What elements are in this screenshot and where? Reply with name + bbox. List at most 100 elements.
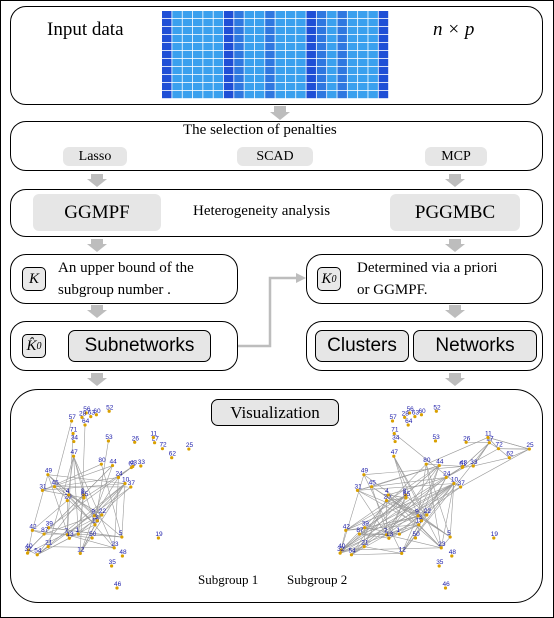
network-node xyxy=(26,548,31,552)
network-edge xyxy=(37,483,126,555)
heatmap-cell xyxy=(172,59,182,67)
network-edge xyxy=(357,490,387,536)
heatmap-cell xyxy=(378,19,389,27)
network-edge xyxy=(345,494,406,531)
network-node-label: 60 xyxy=(93,408,101,415)
network-node xyxy=(69,419,74,423)
network-node-label: 1 xyxy=(75,527,79,534)
heatmap-cell xyxy=(244,19,255,27)
network-node xyxy=(170,456,174,460)
network-edge xyxy=(47,474,70,539)
k-bound-box xyxy=(10,254,238,304)
network-edge xyxy=(441,536,451,549)
network-node-label: 49 xyxy=(45,468,53,475)
network-node xyxy=(92,514,97,518)
heatmap-cell xyxy=(337,91,347,99)
network-edge xyxy=(341,515,419,551)
heatmap-cell xyxy=(327,43,337,51)
k0-line2: or GGMPF. xyxy=(357,282,428,298)
network-edge xyxy=(345,524,419,531)
network-node-label: 9 xyxy=(415,509,419,516)
heatmap-cell xyxy=(285,75,296,83)
heatmap-cell xyxy=(358,43,368,51)
heatmap-cell xyxy=(275,43,286,51)
heatmap-cell xyxy=(337,75,347,83)
heatmap-cell xyxy=(285,67,296,75)
network-node xyxy=(406,423,410,427)
heatmap-cell xyxy=(265,43,275,51)
heatmap-cell xyxy=(296,83,306,91)
network-edge xyxy=(73,456,85,496)
network-edge xyxy=(393,456,407,496)
heatmap-cell xyxy=(347,43,358,51)
heatmap-cell xyxy=(347,51,358,59)
heatmap-cell xyxy=(358,27,368,35)
network-node-label: 54 xyxy=(34,548,42,555)
network-node-label: 52 xyxy=(106,404,114,411)
network-edge xyxy=(80,465,113,554)
heatmap-cell xyxy=(254,91,265,99)
network-edge xyxy=(340,465,440,551)
heatmap-cell xyxy=(172,83,182,91)
network-node xyxy=(78,551,82,556)
network-edge xyxy=(47,456,74,547)
network-edge xyxy=(69,514,103,539)
heatmap-cell xyxy=(234,91,244,99)
network-node xyxy=(392,431,396,436)
network-edge xyxy=(399,515,419,535)
heatmap-cell xyxy=(234,19,244,27)
heatmap-cell xyxy=(203,75,213,83)
network-node xyxy=(385,533,389,537)
network-edge xyxy=(32,500,68,531)
network-node xyxy=(419,413,424,417)
network-node-label: 13 xyxy=(66,531,74,538)
heatmap-cell xyxy=(378,91,389,99)
network-node xyxy=(110,564,114,568)
down-arrow-icon xyxy=(87,305,107,318)
heatmap-cell xyxy=(316,67,327,75)
network-edge xyxy=(498,448,510,458)
heatmap-cell xyxy=(223,19,234,27)
network-edge xyxy=(371,486,390,539)
network-node xyxy=(46,526,51,530)
network-node xyxy=(84,411,88,415)
network-node-label: 28 xyxy=(402,410,410,417)
network-node xyxy=(413,536,418,540)
heatmap-cell xyxy=(192,59,203,67)
heatmap-cell xyxy=(254,75,265,83)
heatmap-cell xyxy=(223,27,234,35)
network-node xyxy=(71,454,76,458)
heatmap-cell xyxy=(327,51,337,59)
network-node xyxy=(339,548,343,552)
heatmap-cell xyxy=(368,43,378,51)
network-edge xyxy=(417,464,427,516)
network-node xyxy=(42,532,46,536)
heatmap-cell xyxy=(162,43,172,51)
network-edge xyxy=(340,463,427,551)
network-node xyxy=(370,485,374,489)
network-node xyxy=(156,536,160,540)
network-edge xyxy=(426,463,463,467)
heatmap-cell xyxy=(265,51,275,59)
heatmap-cell xyxy=(368,27,378,35)
network-node xyxy=(80,415,84,420)
heatmap-cell xyxy=(265,91,275,99)
network-edge xyxy=(345,483,454,531)
heatmap-cell xyxy=(254,83,265,91)
network-node-label: 61 xyxy=(459,461,467,468)
network-edge xyxy=(386,534,442,549)
heatmap-cell xyxy=(347,19,358,27)
network-node-label: 57 xyxy=(69,414,77,421)
subgroup1-label: Subgroup 1 xyxy=(198,572,259,587)
network-node xyxy=(35,553,39,557)
network-node-label: 43 xyxy=(460,459,468,466)
network-node xyxy=(65,533,69,537)
heatmap-cell xyxy=(172,91,182,99)
heatmap-cell xyxy=(213,67,224,75)
heatmap-cell xyxy=(234,75,244,83)
network-node-label: 18 xyxy=(416,518,424,525)
network-node-label: 33 xyxy=(138,459,146,466)
network-node-label: 32 xyxy=(337,546,345,553)
heatmap-cell xyxy=(192,91,203,99)
